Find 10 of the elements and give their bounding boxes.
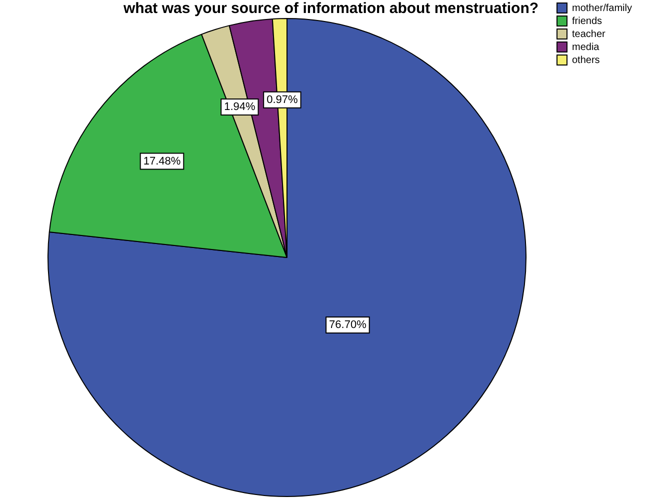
legend-label: others [572,54,600,66]
legend-label: mother/family [572,2,632,14]
data-label: 17.48% [143,155,181,168]
chart-title: what was your source of information about menstruation? [122,0,539,18]
data-label: 76.70% [329,319,367,332]
legend-label: teacher [572,28,606,40]
data-label: 1.94% [224,101,256,114]
legend-label: friends [572,16,602,27]
data-label: 0.97% [266,94,298,106]
legend-label: media [572,42,600,53]
